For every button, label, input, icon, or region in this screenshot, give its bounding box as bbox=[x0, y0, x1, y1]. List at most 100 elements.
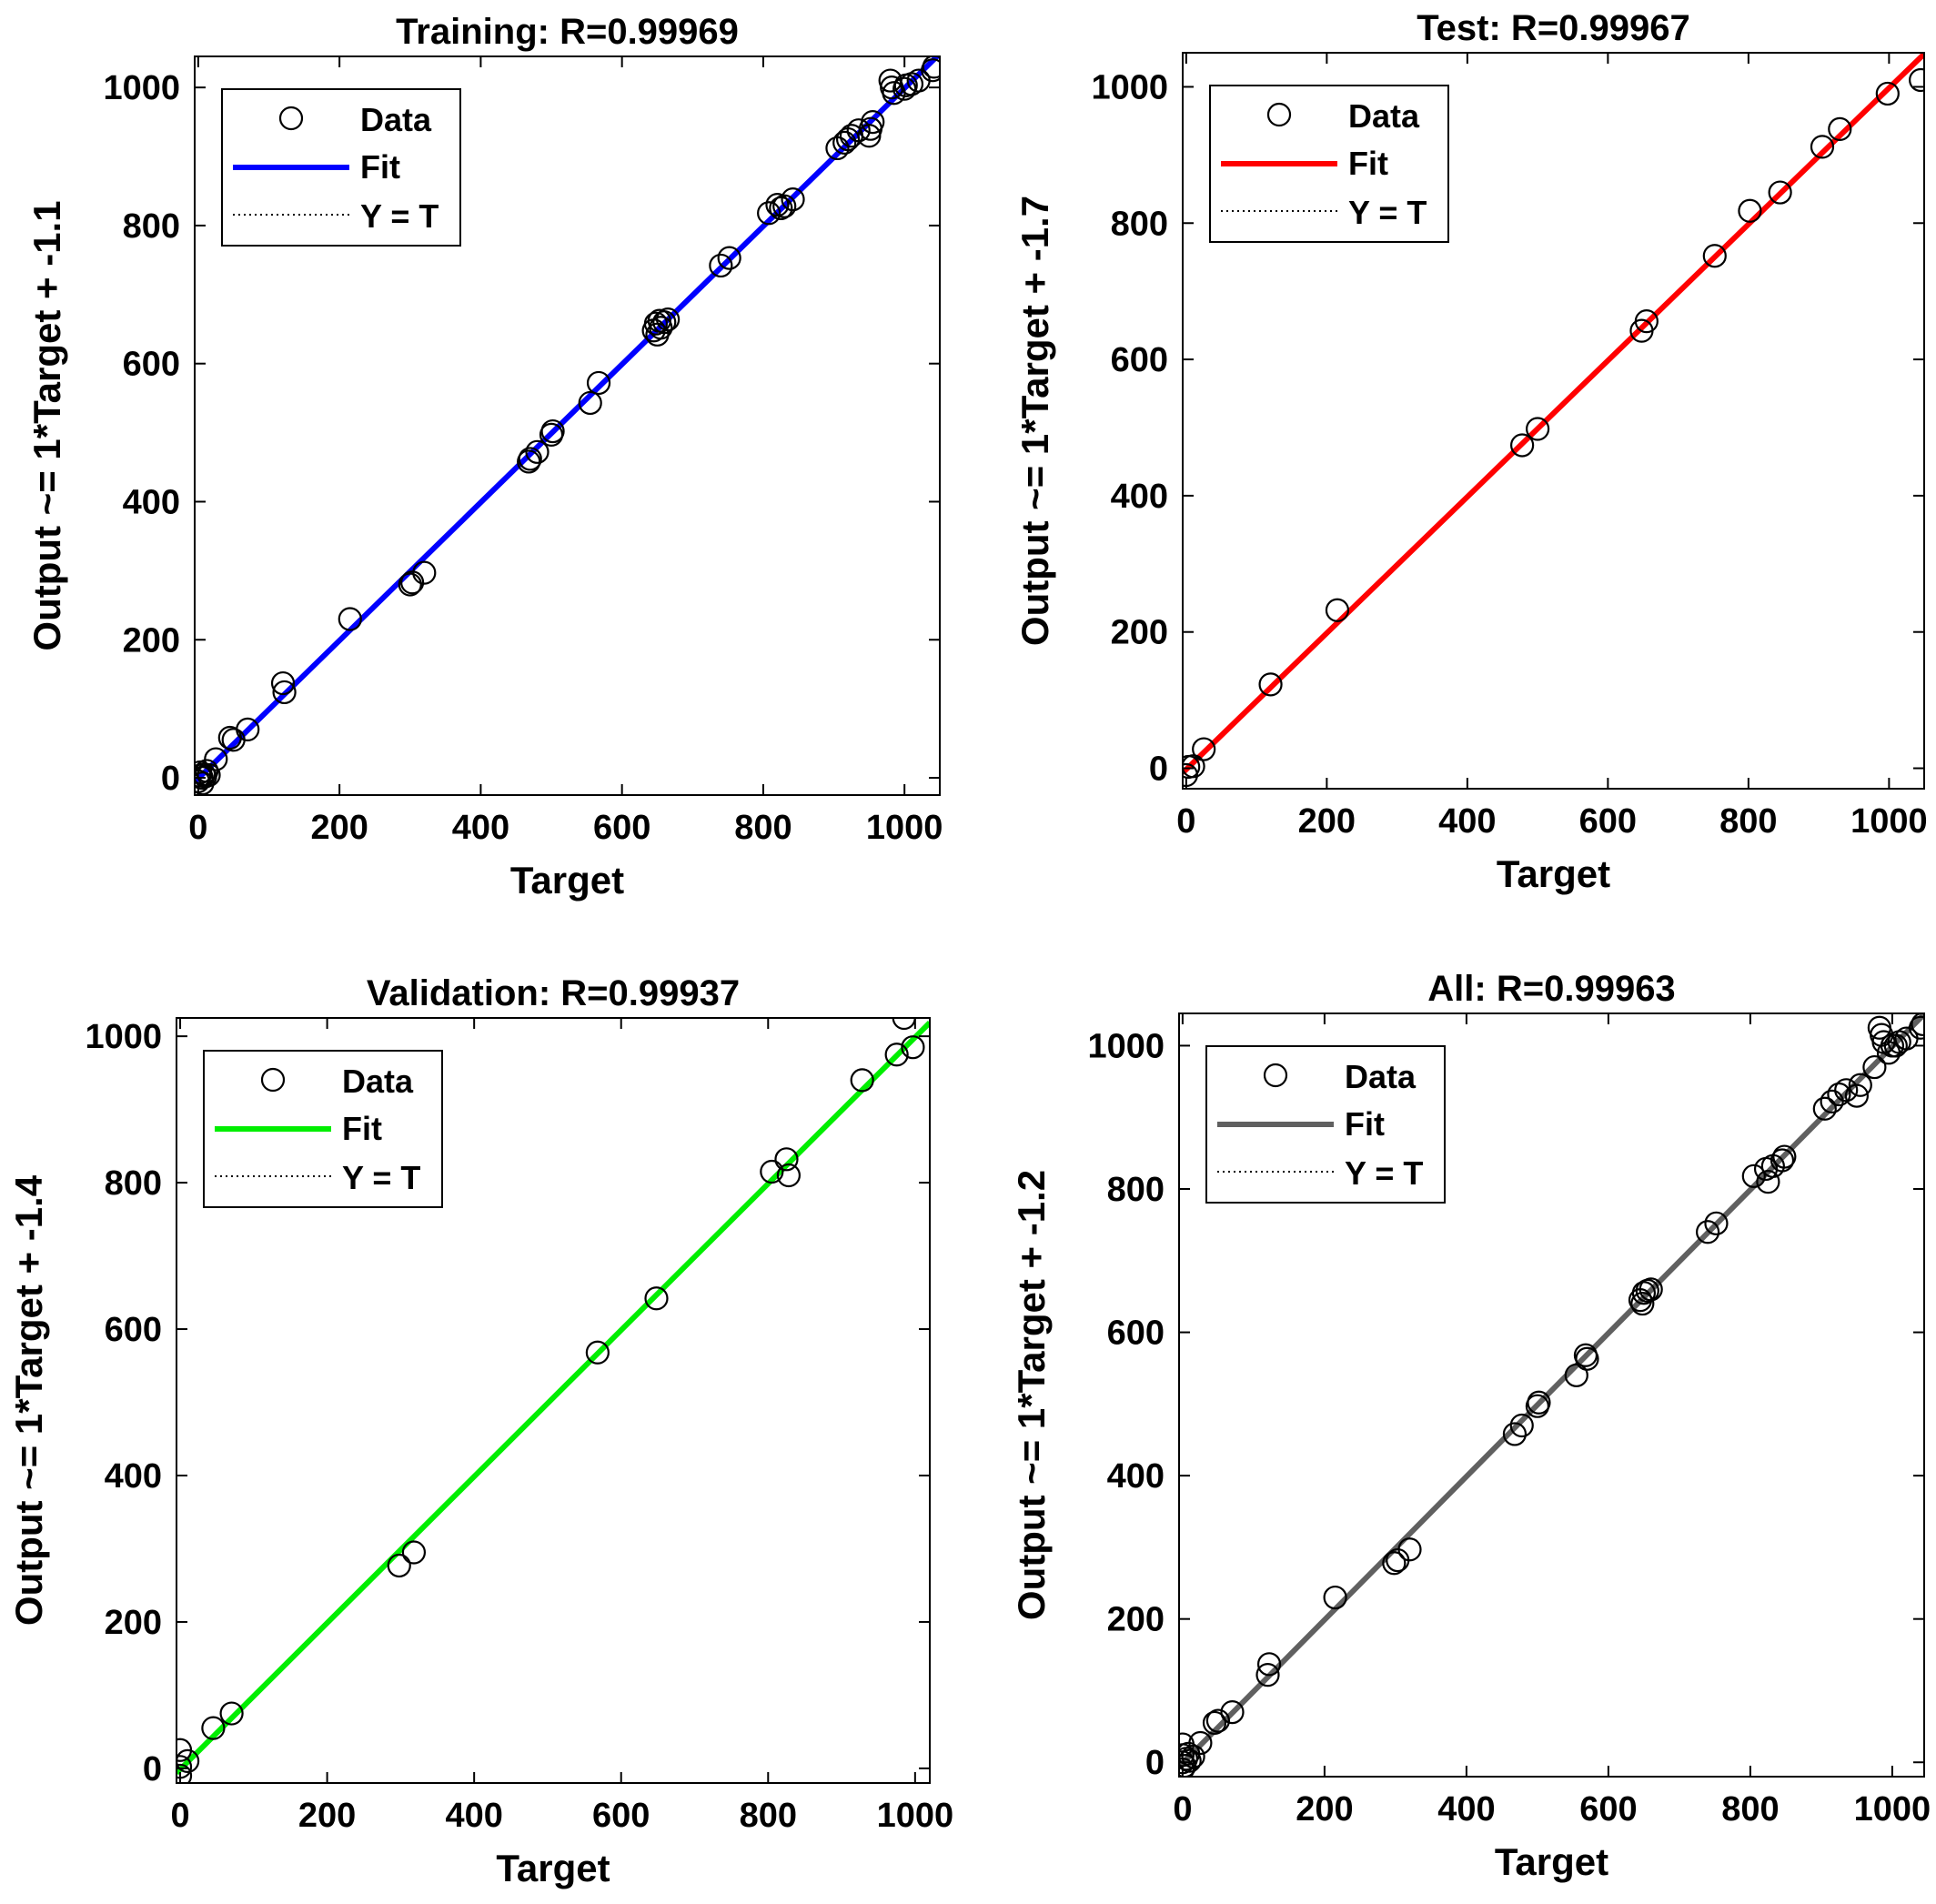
fit-line bbox=[195, 56, 940, 784]
x-tick-label: 200 bbox=[1296, 1790, 1353, 1828]
x-tick-label: 400 bbox=[1437, 1790, 1495, 1828]
legend-yt-label: Y = T bbox=[1345, 1154, 1423, 1192]
legend-data-marker bbox=[278, 106, 304, 131]
data-point bbox=[1205, 1708, 1231, 1733]
data-point bbox=[398, 572, 422, 597]
x-tick-label: 600 bbox=[1579, 802, 1637, 841]
data-point bbox=[1772, 1144, 1797, 1169]
data-point bbox=[219, 1701, 244, 1726]
data-point bbox=[1220, 1699, 1245, 1725]
y-tick-label: 800 bbox=[123, 207, 180, 246]
y-tick-label: 0 bbox=[161, 760, 180, 798]
data-point bbox=[525, 439, 550, 464]
data-point bbox=[197, 762, 221, 788]
data-point bbox=[760, 1159, 784, 1184]
y-axis-label: Output ~= 1*Target + -1.2 bbox=[1010, 1170, 1053, 1620]
y-tick-label: 1000 bbox=[103, 69, 180, 107]
data-point bbox=[518, 447, 542, 471]
data-point bbox=[1639, 1277, 1663, 1302]
legend-fit-label: Fit bbox=[1348, 145, 1388, 182]
axes-box bbox=[176, 1017, 931, 1784]
chart-title: Test: R=0.99967 bbox=[1417, 8, 1690, 48]
data-point bbox=[1756, 1170, 1780, 1194]
data-point bbox=[1828, 116, 1852, 141]
legend-data-marker bbox=[1266, 102, 1292, 127]
data-point bbox=[400, 570, 425, 595]
data-point bbox=[1909, 67, 1924, 93]
y-tick-label: 400 bbox=[123, 483, 180, 521]
panel-2: Test: R=0.99967 0 200 400 600 800 1000 0 200 400 6… bbox=[1013, 8, 1928, 895]
x-tick-label: 800 bbox=[1721, 1790, 1779, 1828]
data-point bbox=[922, 56, 940, 79]
x-tick-label: 1000 bbox=[877, 1797, 954, 1835]
y-tick-label: 400 bbox=[105, 1457, 162, 1496]
legend-fit-label: Fit bbox=[360, 148, 400, 186]
y-tick-label: 400 bbox=[1107, 1457, 1165, 1496]
data-point bbox=[401, 1540, 427, 1565]
data-point bbox=[1202, 1710, 1227, 1736]
data-point bbox=[412, 560, 437, 585]
x-tick-label: 600 bbox=[593, 809, 650, 847]
data-point bbox=[1704, 1211, 1729, 1235]
data-points bbox=[1179, 1013, 1924, 1777]
data-point bbox=[1810, 135, 1835, 159]
x-tick-label: 200 bbox=[1298, 802, 1356, 841]
data-point bbox=[236, 717, 260, 742]
data-point bbox=[1502, 1422, 1528, 1446]
data-point bbox=[1862, 1054, 1887, 1080]
x-axis-label: Target bbox=[496, 1847, 610, 1889]
data-point bbox=[578, 390, 602, 416]
data-point bbox=[1875, 81, 1900, 106]
panel-1: Training: R=0.99969 0 200 400 600 800 1000 0 200… bbox=[25, 12, 943, 902]
data-point bbox=[656, 307, 681, 332]
data-point bbox=[1564, 1363, 1588, 1387]
x-tick-label: 1000 bbox=[1850, 802, 1928, 841]
data-point bbox=[1741, 1164, 1766, 1188]
data-point bbox=[387, 1553, 411, 1578]
data-point bbox=[1526, 417, 1550, 441]
axes-box bbox=[1182, 52, 1925, 790]
legend: Data Fit Y = T bbox=[221, 88, 461, 247]
x-tick-label: 800 bbox=[1719, 802, 1777, 841]
data-point bbox=[338, 607, 362, 631]
y-axis-label: Output ~= 1*Target + -1.7 bbox=[1013, 196, 1056, 646]
x-tick-label: 0 bbox=[188, 809, 207, 847]
data-point bbox=[1325, 598, 1350, 622]
y-tick-label: 1000 bbox=[1087, 1027, 1165, 1065]
legend-fit-label: Fit bbox=[1345, 1105, 1385, 1143]
panel-4: All: R=0.99963 0 200 400 600 800 1000 0 200 400 60… bbox=[1010, 969, 1931, 1883]
legend: Data Fit Y = T bbox=[203, 1050, 443, 1208]
legend-data-label: Data bbox=[360, 101, 432, 138]
y-tick-label: 0 bbox=[1145, 1744, 1165, 1782]
data-point bbox=[1181, 1744, 1205, 1769]
data-points bbox=[1183, 67, 1924, 788]
data-point bbox=[884, 1043, 909, 1067]
data-point bbox=[757, 201, 781, 226]
y-tick-label: 1000 bbox=[1091, 68, 1168, 106]
legend: Data Fit Y = T bbox=[1209, 85, 1449, 243]
data-points bbox=[195, 56, 940, 795]
data-point bbox=[1812, 1096, 1837, 1121]
data-point bbox=[1258, 672, 1283, 697]
data-point bbox=[1738, 198, 1762, 223]
axes-box bbox=[194, 55, 941, 796]
data-point bbox=[1179, 1748, 1202, 1773]
data-point bbox=[1188, 1730, 1213, 1756]
fit-line bbox=[1179, 1013, 1924, 1769]
x-tick-label: 600 bbox=[1579, 1790, 1637, 1828]
panel-3: Validation: R=0.99937 0 200 400 600 800 1000 0 2… bbox=[7, 973, 953, 1889]
data-point bbox=[717, 246, 741, 270]
legend-yt-label: Y = T bbox=[1348, 194, 1427, 231]
x-axis-label: Target bbox=[510, 859, 624, 902]
data-point bbox=[649, 316, 673, 340]
data-point bbox=[1255, 1663, 1280, 1687]
x-tick-label: 800 bbox=[740, 1797, 797, 1835]
data-point bbox=[540, 418, 565, 444]
y-tick-label: 600 bbox=[1107, 1315, 1165, 1353]
data-point bbox=[850, 1068, 874, 1093]
x-tick-label: 400 bbox=[445, 1797, 502, 1835]
legend: Data Fit Y = T bbox=[1205, 1045, 1446, 1204]
y-tick-label: 0 bbox=[1149, 751, 1168, 789]
data-point bbox=[1768, 180, 1792, 205]
